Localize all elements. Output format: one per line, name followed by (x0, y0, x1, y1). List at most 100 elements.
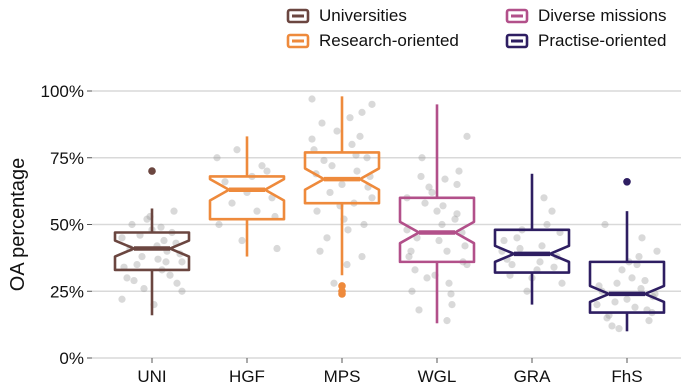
outlier-mps-1 (338, 287, 346, 296)
legend-key-practise-oriented (504, 32, 530, 50)
y-tick-label-100: 100% (41, 82, 84, 101)
point-mps-9 (343, 260, 351, 269)
point-uni-27 (178, 287, 186, 295)
point-mps-7 (313, 207, 321, 215)
point-fhs-14 (645, 317, 653, 325)
point-wgl-28 (407, 247, 415, 255)
point-wgl-3 (433, 207, 441, 215)
legend-item-universities: Universities (285, 6, 407, 26)
y-tick-label-0: 0% (59, 349, 84, 368)
point-uni-2 (138, 252, 146, 261)
point-wgl-7 (408, 287, 416, 295)
y-tick-label-75: 75% (50, 149, 84, 168)
point-uni-16 (140, 284, 148, 293)
y-axis-label: OA percentage (7, 158, 29, 291)
point-wgl-21 (415, 306, 423, 314)
point-uni-6 (123, 274, 131, 282)
point-mps-27 (344, 226, 352, 234)
legend-item-research-oriented: Research-oriented (285, 31, 459, 51)
point-wgl-19 (441, 175, 449, 183)
point-mps-18 (316, 247, 324, 255)
point-wgl-14 (455, 167, 463, 175)
point-fhs-19 (631, 303, 639, 311)
point-gra-19 (536, 258, 544, 266)
point-fhs-10 (638, 234, 646, 242)
point-wgl-22 (435, 236, 443, 245)
legend-key-box-universities (286, 8, 310, 24)
point-wgl-2 (423, 274, 431, 282)
point-hgf-5 (221, 178, 229, 186)
point-gra-13 (500, 236, 508, 245)
point-wgl-25 (447, 290, 455, 298)
point-uni-26 (130, 276, 138, 285)
y-tick-label-50: 50% (50, 216, 84, 235)
point-mps-6 (368, 194, 376, 202)
point-gra-10 (543, 220, 551, 229)
legend-key-box-diverse-missions (505, 8, 529, 24)
box-mps (303, 151, 381, 205)
point-fhs-8 (608, 322, 616, 330)
point-hgf-12 (233, 146, 241, 154)
point-uni-29 (162, 258, 170, 266)
point-gra-16 (516, 244, 524, 253)
point-fhs-12 (618, 266, 626, 274)
point-gra-15 (540, 194, 548, 202)
legend-key-glyph-diverse-missions (505, 8, 529, 24)
point-uni-25 (157, 223, 165, 231)
legend-label-research-oriented: Research-oriented (319, 31, 459, 50)
point-mps-4 (348, 140, 356, 148)
point-wgl-12 (428, 188, 436, 197)
point-fhs-2 (613, 279, 621, 287)
box-wgl (398, 196, 476, 264)
point-gra-14 (550, 263, 558, 271)
point-wgl-5 (453, 180, 461, 189)
point-fhs-16 (611, 298, 619, 306)
point-uni-19 (154, 255, 162, 263)
point-uni-14 (118, 295, 126, 303)
point-mps-10 (353, 167, 361, 175)
point-mps-20 (356, 132, 364, 140)
legend-item-diverse-missions: Diverse missions (504, 6, 666, 26)
point-uni-15 (160, 236, 168, 245)
x-tick-label-wgl: WGL (418, 367, 457, 386)
point-fhs-15 (635, 252, 643, 261)
point-mps-26 (308, 135, 316, 143)
point-wgl-27 (439, 202, 447, 210)
point-fhs-0 (593, 301, 601, 309)
box-gra (493, 228, 571, 274)
point-hgf-3 (263, 167, 271, 175)
point-uni-0 (118, 234, 126, 242)
point-wgl-16 (421, 199, 429, 207)
point-gra-4 (538, 242, 546, 250)
point-wgl-32 (417, 172, 425, 181)
box-fhs (588, 260, 666, 314)
x-tick-label-fhs: FhS (611, 367, 642, 386)
legend-key-box-research-oriented (286, 33, 310, 49)
point-wgl-17 (461, 242, 469, 250)
point-mps-1 (318, 119, 326, 127)
point-mps-0 (308, 95, 316, 103)
x-tick-label-mps: MPS (324, 367, 361, 386)
point-gra-12 (523, 287, 531, 295)
box-uni (113, 231, 191, 272)
point-fhs-25 (637, 284, 645, 293)
y-tick-label-25: 25% (50, 282, 84, 301)
point-mps-2 (328, 162, 336, 170)
legend-key-universities (285, 7, 311, 25)
point-gra-1 (508, 260, 516, 269)
x-tick-label-gra: GRA (514, 367, 552, 386)
point-hgf-6 (253, 207, 261, 215)
point-mps-19 (346, 114, 354, 122)
legend-key-research-oriented (285, 32, 311, 50)
legend-label-diverse-missions: Diverse missions (538, 6, 667, 25)
point-uni-11 (133, 260, 141, 269)
point-fhs-18 (601, 220, 609, 229)
point-mps-3 (338, 180, 346, 189)
point-mps-29 (368, 100, 376, 108)
point-mps-14 (360, 220, 368, 229)
point-wgl-13 (405, 252, 413, 261)
legend-key-box-practise-oriented (505, 33, 529, 49)
point-wgl-31 (453, 210, 461, 218)
point-hgf-4 (273, 244, 281, 253)
legend: Universities Diverse missions Research-o… (285, 4, 681, 56)
